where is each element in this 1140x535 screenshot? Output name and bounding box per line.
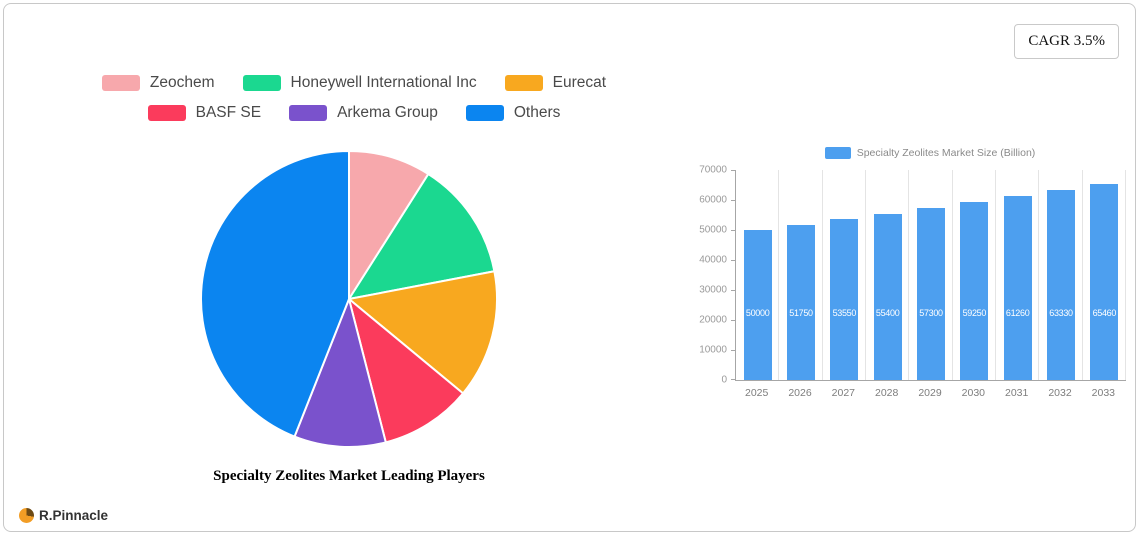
pie-slice-eurecat[interactable] <box>348 270 498 395</box>
legend-label: Eurecat <box>552 74 607 91</box>
pie-legend-row: BASF SE Arkema Group Others <box>44 104 664 122</box>
y-axis-tick <box>731 350 736 351</box>
brand-logo-text: R.Pinnacle <box>39 508 109 523</box>
gridline <box>865 170 866 380</box>
bar-value-label: 59250 <box>962 308 987 318</box>
bar-chart: Specialty Zeolites Market Size (Billion)… <box>699 146 1131 403</box>
y-axis-label: 0 <box>721 374 727 386</box>
y-axis-tick <box>731 290 736 291</box>
legend-item-zeochem[interactable]: Zeochem <box>101 74 215 92</box>
bar-value-label: 57300 <box>919 308 943 318</box>
y-axis-tick <box>731 200 736 201</box>
x-axis-label: 2033 <box>1091 387 1115 399</box>
y-axis-tick <box>731 230 736 231</box>
bar-plot-area: 50000 51750 53550 55400 57300 59250 61260 63330… <box>731 170 1126 381</box>
bar-value-label: 61260 <box>1005 308 1030 318</box>
legend-label: Arkema Group <box>337 104 438 121</box>
bar-chart-legend[interactable]: Specialty Zeolites Market Size (Billion) <box>735 146 1125 160</box>
legend-label: BASF SE <box>195 104 262 121</box>
legend-swatch <box>101 75 140 91</box>
x-axis-label: 2031 <box>1004 387 1029 399</box>
legend-item-eurecat[interactable]: Eurecat <box>504 74 607 92</box>
x-axis-label: 2025 <box>744 387 769 399</box>
legend-label: Others <box>513 104 561 121</box>
bar-2027[interactable]: 53550 <box>830 219 859 380</box>
pie-slice-honeywell-international-inc[interactable] <box>348 173 496 300</box>
legend-swatch <box>147 105 186 121</box>
x-axis-label: 2029 <box>918 387 942 399</box>
bar-2026[interactable]: 51750 <box>787 224 815 380</box>
pie-legend-row: Zeochem Honeywell International Inc Eureca… <box>44 74 664 92</box>
legend-swatch <box>289 105 328 121</box>
y-axis-label: 40000 <box>699 254 727 266</box>
bar-2033[interactable]: 65460 <box>1090 183 1119 380</box>
x-axis-label: 2032 <box>1048 387 1072 399</box>
legend-label: Zeochem <box>149 74 215 91</box>
pie-slice-arkema-group[interactable] <box>293 298 387 449</box>
pie-slice-zeochem[interactable] <box>348 150 430 300</box>
pie-slice-others[interactable] <box>200 150 350 438</box>
x-axis-label: 2028 <box>874 387 899 399</box>
bar-2032[interactable]: 63330 <box>1047 190 1075 380</box>
bar-value-label: 50000 <box>745 308 770 318</box>
gridline <box>821 170 823 380</box>
gridline <box>778 170 780 380</box>
y-axis-label: 20000 <box>699 314 727 326</box>
legend-swatch <box>504 75 543 91</box>
gridline <box>951 170 953 380</box>
bar-legend-label: Specialty Zeolites Market Size (Billion) <box>856 147 1036 159</box>
x-axis-label: 2030 <box>961 387 985 399</box>
gridline <box>1038 170 1040 380</box>
legend-item-honeywell-international-inc[interactable]: Honeywell International Inc <box>242 74 477 92</box>
y-axis-label: 70000 <box>699 164 727 176</box>
bar-2030[interactable]: 59250 <box>960 202 989 380</box>
pie-chart-title: Specialty Zeolites Market Leading Player… <box>213 468 485 484</box>
cagr-badge: CAGR 3.5% <box>1014 24 1119 59</box>
bar-2025[interactable]: 50000 <box>743 230 772 380</box>
legend-item-basf-se[interactable]: BASF SE <box>147 104 262 122</box>
y-axis-tick <box>731 170 736 171</box>
pie-chart <box>200 150 498 449</box>
bar-2029[interactable]: 57300 <box>917 208 945 380</box>
x-axis-label: 2027 <box>831 387 855 399</box>
bar-value-label: 55400 <box>875 308 900 318</box>
gridline <box>1125 170 1126 380</box>
y-axis-label: 10000 <box>699 344 727 356</box>
y-axis-tick <box>731 320 736 321</box>
y-axis-tick <box>731 379 736 380</box>
legend-swatch <box>465 105 504 121</box>
y-axis: 0 10000 20000 30000 40000 50000 60000 70000 <box>699 165 735 386</box>
x-axis-label: 2026 <box>788 387 812 399</box>
bar-value-label: 63330 <box>1049 308 1073 318</box>
legend-label: Honeywell International Inc <box>290 74 477 91</box>
brand-logo: R.Pinnacle <box>19 508 108 523</box>
bar-value-label: 51750 <box>789 308 813 318</box>
x-axis: 2025 2026 2027 2028 2029 2030 2031 2032 2033 <box>735 387 1125 403</box>
brand-logo-icon <box>19 508 34 523</box>
gridline <box>1081 170 1083 380</box>
y-axis-label: 50000 <box>699 224 727 236</box>
bar-2028[interactable]: 55400 <box>873 213 902 380</box>
pie-legend: Zeochem Honeywell International Inc Eureca… <box>44 74 664 134</box>
y-axis-label: 30000 <box>699 284 727 296</box>
bar-legend-swatch <box>824 147 851 159</box>
y-axis-label: 60000 <box>699 194 727 206</box>
dashboard-card: CAGR 3.5% Zeochem Honeywell International… <box>3 3 1136 532</box>
legend-swatch <box>242 75 281 91</box>
gridline <box>995 170 996 380</box>
gridline <box>908 170 910 380</box>
bar-2031[interactable]: 61260 <box>1003 196 1032 380</box>
legend-item-others[interactable]: Others <box>465 104 561 122</box>
bar-value-label: 65460 <box>1092 308 1117 318</box>
legend-item-arkema-group[interactable]: Arkema Group <box>289 104 438 122</box>
y-axis-tick <box>731 260 736 261</box>
bar-value-label: 53550 <box>832 308 857 318</box>
